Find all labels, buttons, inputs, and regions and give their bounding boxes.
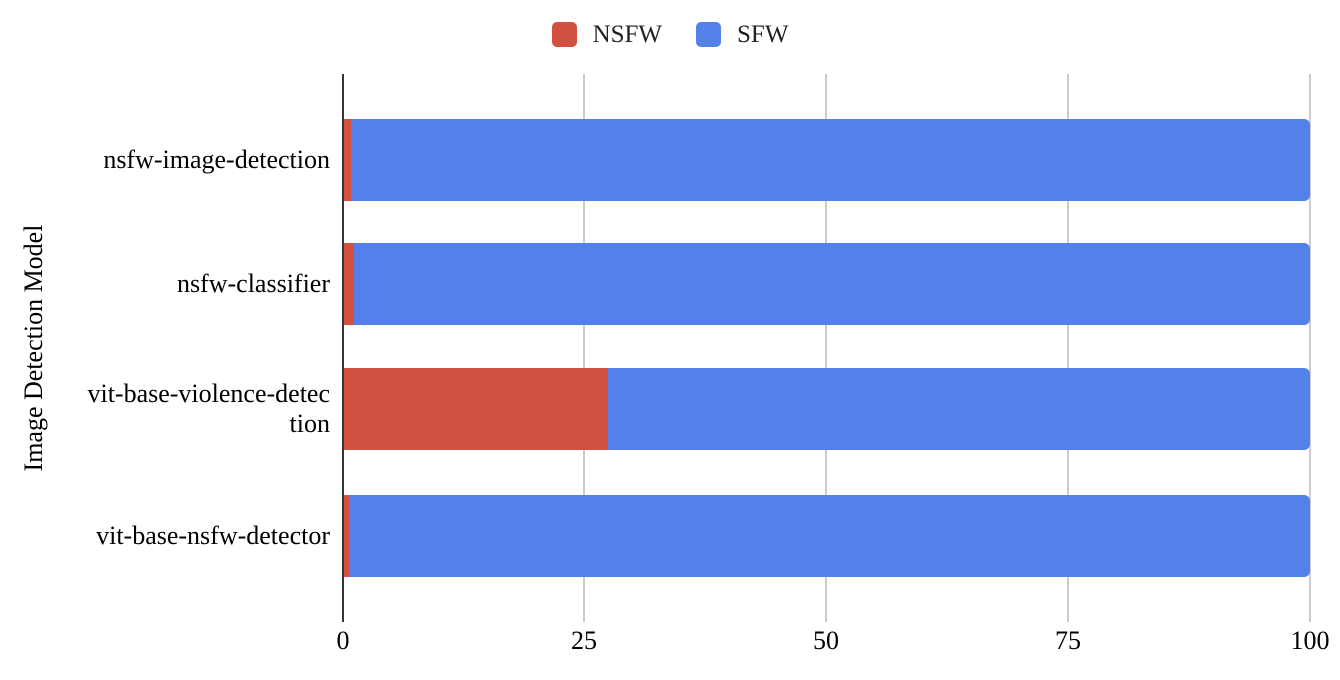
x-tick-50: 50 [813, 626, 839, 655]
x-tick-100: 100 [1290, 626, 1330, 655]
bar-row [344, 243, 1310, 325]
sfw-legend-swatch-icon [696, 22, 722, 47]
bar-segment-nsfw [344, 368, 608, 450]
bar-segment-nsfw [344, 495, 349, 577]
gridline-50 [825, 74, 827, 622]
bar-row [344, 495, 1310, 577]
category-label-vit-base-violence-detection: vit-base-violence-detec tion [87, 379, 330, 438]
bar-segment-sfw [607, 368, 1310, 450]
plot-area [342, 74, 1311, 622]
legend-item-nsfw: NSFW [551, 21, 663, 48]
bar-segment-sfw [348, 495, 1310, 577]
category-label-nsfw-classifier: nsfw-classifier [176, 269, 330, 298]
gridline-100 [1309, 74, 1311, 622]
bar-row [344, 119, 1310, 201]
gridline-25 [583, 74, 585, 622]
category-label-vit-base-nsfw-detector: vit-base-nsfw-detector [96, 521, 330, 550]
bar-row [344, 368, 1310, 450]
legend: NSFW SFW [0, 22, 1340, 47]
y-axis-line [342, 74, 344, 622]
bar-segment-nsfw [344, 119, 351, 201]
x-tick-0: 0 [336, 626, 350, 655]
x-tick-25: 25 [571, 626, 597, 655]
bar-segment-sfw [350, 119, 1310, 201]
bar-segment-sfw [353, 243, 1310, 325]
legend-item-sfw: SFW [696, 22, 788, 47]
nsfw-legend-swatch-icon [551, 22, 577, 47]
x-tick-75: 75 [1055, 626, 1081, 655]
bar-segment-nsfw [344, 243, 354, 325]
gridline-75 [1067, 74, 1069, 622]
category-label-nsfw-image-detection: nsfw-image-detection [103, 145, 330, 174]
legend-label-sfw: SFW [737, 21, 789, 48]
legend-label-nsfw: NSFW [592, 21, 663, 48]
